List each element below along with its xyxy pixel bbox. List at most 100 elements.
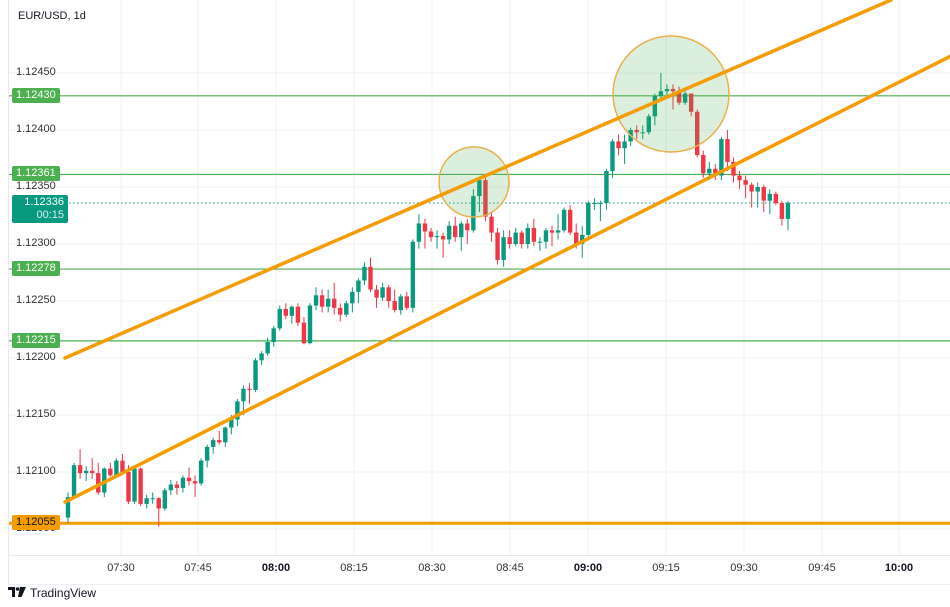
candle-body [743,180,748,185]
price-tick-label: 1.12400 [16,123,56,135]
candle-body [313,295,319,306]
candle-body [586,202,591,235]
candle-body [265,342,270,354]
candle-body [344,303,349,315]
candle-body [271,328,276,343]
candle-body [525,228,530,244]
level-price-tag[interactable]: 1.12278 [12,261,60,277]
candle-body [495,232,500,260]
time-axis[interactable]: 07:30 07:45 08:00 08:15 08:30 08:45 09:00 09:15… [8,555,950,585]
candle-body [604,171,609,203]
candle-body [168,484,174,491]
level-price-tag[interactable]: 1.12055 [12,515,60,531]
tradingview-logo-icon [8,586,26,600]
time-tick-label: 10:00 [884,562,914,574]
candle-body [598,202,603,204]
candle-body [289,306,295,316]
candle-body [592,202,597,204]
candle-body [229,419,234,428]
candle-body [719,139,724,176]
candle-body [761,187,766,201]
candle-body [701,155,706,174]
price-tick-label: 1.12350 [16,180,56,192]
candle-body [731,161,736,176]
chart-container[interactable]: EUR/USD, 1d 1.12450 1.12400 1.12350 1.12300… [8,0,950,592]
price-tick-label: 1.12200 [16,351,56,363]
candle-body [610,141,615,172]
current-price-tag[interactable]: 1.12336 00:15 [12,194,68,223]
candlestick-chart[interactable] [9,0,950,555]
level-price-tag[interactable]: 1.12361 [12,166,60,182]
candle-body [356,280,361,292]
price-pane[interactable] [8,0,950,555]
candle-body [531,228,537,242]
brand-label: TradingView [30,586,97,600]
candle-body [707,168,712,174]
candle-body [192,481,198,484]
candle-body [283,308,288,316]
candle-body [428,231,434,238]
level-price-tag[interactable]: 1.12430 [12,87,60,103]
candle-body [392,301,397,311]
candle-body [755,187,760,192]
time-tick-label: 07:45 [184,562,212,574]
candle-body [622,141,627,149]
candle-body [537,241,543,243]
candle-body [695,111,700,156]
candle-body [713,168,718,176]
price-tick-label: 1.12100 [16,465,56,477]
candle-body [477,180,482,197]
candle-body [664,88,670,92]
candle-body [241,388,246,402]
candle-body [325,298,331,307]
candle-body [138,468,143,504]
level-price-tag[interactable]: 1.12215 [12,332,60,348]
candle-body [83,470,89,474]
candle-body [277,308,282,329]
candle-body [670,88,676,92]
candle-body [386,287,391,301]
candle-body [253,360,258,390]
channel-line-upper [63,0,893,360]
candle-body [434,236,440,238]
candle-body [211,440,216,447]
price-tick-label: 1.12300 [16,237,56,249]
candle-body [767,193,772,201]
time-tick-label: 08:30 [418,562,446,574]
candle-body [204,446,210,461]
candle-body [737,175,742,181]
candle-body [773,193,779,203]
tradingview-brand[interactable]: TradingView [8,586,96,600]
candle-body [465,223,470,231]
candle-body [549,230,555,233]
candle-body [676,91,682,103]
candle-body [543,230,549,242]
candle-body [77,465,83,474]
candle-body [368,266,373,290]
time-tick-label: 08:00 [261,562,291,574]
current-price-value: 1.12336 [24,195,64,208]
candle-body [90,470,95,474]
time-tick-label: 07:30 [107,562,135,574]
candle-body [144,498,149,504]
channel-line-lower [63,54,950,504]
candle-body [501,237,506,260]
candle-body [319,295,325,307]
candle-body [217,440,222,443]
candle-body [725,139,730,162]
candle-body [567,209,573,233]
candle-body [440,236,446,240]
candle-body [489,216,494,233]
candle-body [646,116,651,133]
candle-body [616,141,621,149]
candle-body [186,477,192,482]
candle-body [459,223,464,238]
candle-body [652,95,658,117]
candle-body [749,184,754,192]
candle-body [247,388,252,390]
candle-body [108,468,113,476]
candle-body [513,232,518,244]
candle-body [198,460,204,484]
time-tick-label: 08:45 [496,562,524,574]
time-tick-label: 09:30 [730,562,758,574]
